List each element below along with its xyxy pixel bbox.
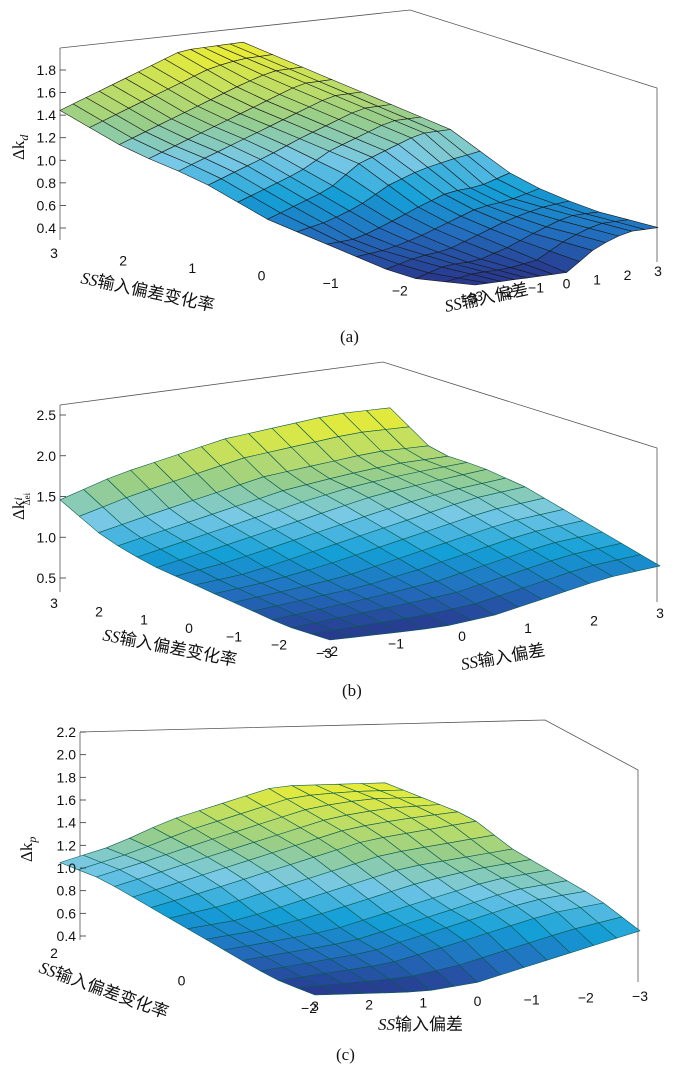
y-tick-label: 2 <box>119 253 127 269</box>
y-tick-label: −3 <box>316 645 332 661</box>
y-ticks-c: −2 0 2 <box>50 945 317 1016</box>
surface-patch <box>616 554 661 572</box>
z-tick-label: 1.8 <box>37 62 57 78</box>
y-tick-label: 3 <box>50 595 58 611</box>
y-tick-label: 2 <box>95 603 103 619</box>
y-axis-label-b: SS输入偏差变化率 <box>101 625 238 670</box>
y-tick-label: 1 <box>188 260 196 276</box>
z-tick-label: 1.0 <box>37 529 57 545</box>
z-ticks-c: 0.4 0.6 0.8 1.0 1.2 1.4 1.6 1.8 2.0 2.2 <box>57 724 86 944</box>
z-axis-label-a: Δkd <box>9 134 31 160</box>
y-tick-label: 1 <box>140 612 148 628</box>
x-tick-label: 0 <box>474 993 482 1009</box>
x-tick-label: −2 <box>578 990 594 1006</box>
y-tick-label: −2 <box>301 1000 317 1016</box>
z-tick-label: 0.8 <box>57 883 77 899</box>
z-tick-label: 0.4 <box>57 928 77 944</box>
surface-c <box>59 782 641 996</box>
y-ticks-b: −3 −2 −1 0 1 2 3 <box>50 595 332 661</box>
chart-panel-c: 0.40.60.81.01.21.41.61.82.02.2 3 2 1 0 −1 −2−… <box>17 719 648 1064</box>
x-axis-label-a: SS输入偏差 <box>443 280 530 316</box>
y-tick-label: 0 <box>178 973 186 989</box>
y-axis-label-c: SS输入偏差变化率 <box>37 958 171 1022</box>
z-tick-label: 2.0 <box>57 747 77 763</box>
surface-b <box>59 407 661 641</box>
z-tick-label: 2.2 <box>57 724 77 740</box>
y-ticks-a: −3 −2 −1 0 1 2 3 <box>50 245 477 306</box>
z-tick-label: 1.0 <box>37 152 57 168</box>
x-axis-label-b: SS输入偏差 <box>459 640 546 673</box>
x-ticks-c: 3 2 1 0 −1 −2 −3 <box>311 988 648 1014</box>
axes-box-back <box>59 9 658 262</box>
caption-a: (a) <box>340 327 359 346</box>
axes-box-back <box>59 361 658 602</box>
z-tick-label: 1.5 <box>37 489 57 505</box>
y-tick-label: −1 <box>226 628 242 644</box>
y-tick-label: 2 <box>50 945 58 961</box>
z-tick-label: 2.5 <box>37 407 57 423</box>
z-ticks-a: 0.4 0.6 0.8 1.0 1.2 1.4 1.6 1.8 <box>37 62 66 236</box>
x-tick-label: 1 <box>593 271 601 287</box>
chart-panel-a: 0.4 0.6 0.8 1.0 1.2 1.4 1.6 1.8 −3 −2 −1 0 1 2 3 −3 −2… <box>9 9 662 346</box>
x-tick-label: 2 <box>624 267 632 283</box>
x-tick-label: −2 <box>498 284 514 300</box>
y-tick-label: −1 <box>323 275 339 291</box>
z-tick-label: 0.8 <box>37 175 57 191</box>
x-tick-label: 3 <box>311 998 319 1014</box>
z-tick-label: 1.6 <box>37 85 57 101</box>
z-axis-label-b: ΔkiΔei <box>9 492 32 520</box>
x-tick-label: −2 <box>322 643 338 659</box>
y-tick-label: 0 <box>185 620 193 636</box>
y-tick-label: −2 <box>392 283 408 299</box>
y-tick-label: −3 <box>461 290 477 306</box>
caption-b: (b) <box>342 681 362 700</box>
y-tick-label: −2 <box>271 637 287 653</box>
surface-a <box>59 41 659 286</box>
x-tick-label: 0 <box>458 628 466 644</box>
x-tick-label: 2 <box>365 996 373 1012</box>
x-tick-label: −1 <box>524 991 540 1007</box>
x-ticks-a: −3 −2 −1 0 1 2 3 <box>467 263 662 304</box>
z-tick-label: 0.6 <box>37 197 57 213</box>
x-tick-label: 1 <box>524 620 532 636</box>
z-tick-label: 1.2 <box>37 130 57 146</box>
x-tick-label: 0 <box>563 276 571 292</box>
z-tick-label: 0.5 <box>37 570 57 586</box>
x-tick-label: −1 <box>528 280 544 296</box>
z-axis-label-c: Δkp <box>17 837 39 862</box>
x-tick-label: 3 <box>654 263 662 279</box>
z-tick-label: 1.2 <box>57 837 77 853</box>
surface-patch <box>598 916 641 939</box>
y-tick-label: 3 <box>50 245 58 261</box>
x-tick-label: −1 <box>388 635 404 651</box>
x-tick-label: −3 <box>632 988 648 1004</box>
z-tick-label: 1.8 <box>57 769 77 785</box>
axes-box-back <box>79 719 639 982</box>
x-tick-label: 3 <box>656 605 664 621</box>
x-ticks-b: −2 −1 0 1 2 3 <box>322 605 664 659</box>
x-tick-label: 2 <box>590 613 598 629</box>
surface-patch <box>614 219 659 230</box>
z-tick-label: 1.0 <box>57 860 77 876</box>
caption-c: (c) <box>336 1045 355 1064</box>
z-tick-label: 2.0 <box>37 448 57 464</box>
x-tick-label: −3 <box>467 288 483 304</box>
z-tick-label: 1.4 <box>37 107 57 123</box>
x-axis-label-c: SS输入偏差 <box>378 1015 463 1034</box>
z-tick-label: 0.4 <box>37 220 57 236</box>
z-ticks-b: 0.5 1.0 1.5 2.0 2.5 <box>37 407 66 586</box>
x-tick-label: 1 <box>419 995 427 1011</box>
z-tick-label: 1.6 <box>57 792 77 808</box>
z-tick-label: 0.6 <box>57 905 77 921</box>
y-tick-label: 0 <box>258 268 266 284</box>
z-tick-label: 1.4 <box>57 815 77 831</box>
